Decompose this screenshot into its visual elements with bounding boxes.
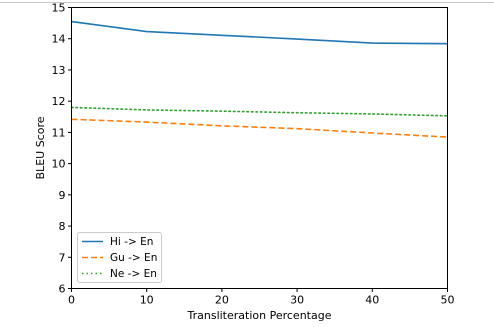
y-tick-label-15: 15 [52, 2, 66, 15]
legend-label-hi-en: Hi -> En [110, 236, 153, 248]
x-axis-label: Transliteration Percentage [187, 309, 332, 322]
legend: Hi -> En Gu -> En Ne -> En [77, 232, 162, 283]
series-line-ne-en [70, 106, 449, 117]
x-tick-label-0: 0 [68, 294, 75, 307]
y-tick-label-14: 14 [52, 33, 66, 46]
y-tick-label-10: 10 [52, 158, 66, 171]
plot-frame [71, 7, 448, 289]
y-axis-ticks: 6 7 8 9 10 11 12 13 14 15 [52, 2, 72, 296]
series-line-hi-en [71, 20, 448, 45]
y-tick-label-13: 13 [52, 64, 66, 77]
x-tick-label-40: 40 [365, 294, 379, 307]
legend-label-ne-en: Ne -> En [110, 268, 157, 280]
series-line-gu-en [71, 118, 448, 138]
y-tick-label-12: 12 [52, 95, 66, 108]
x-tick-label-50: 50 [441, 294, 455, 307]
plot-lines [70, 20, 449, 138]
x-tick-label-20: 20 [215, 294, 229, 307]
legend-label-gu-en: Gu -> En [110, 252, 157, 264]
y-axis-label: BLEU Score [34, 116, 47, 179]
x-axis-ticks: 0 10 20 30 40 50 [68, 288, 455, 307]
y-tick-label-8: 8 [59, 220, 66, 233]
y-tick-label-9: 9 [59, 189, 66, 202]
top-divider [0, 2, 494, 3]
y-tick-label-7: 7 [59, 251, 66, 264]
x-tick-label-30: 30 [290, 294, 304, 307]
y-tick-label-11: 11 [52, 126, 66, 139]
y-tick-label-6: 6 [59, 283, 66, 296]
x-tick-label-10: 10 [140, 294, 154, 307]
legend-frame [77, 232, 162, 283]
